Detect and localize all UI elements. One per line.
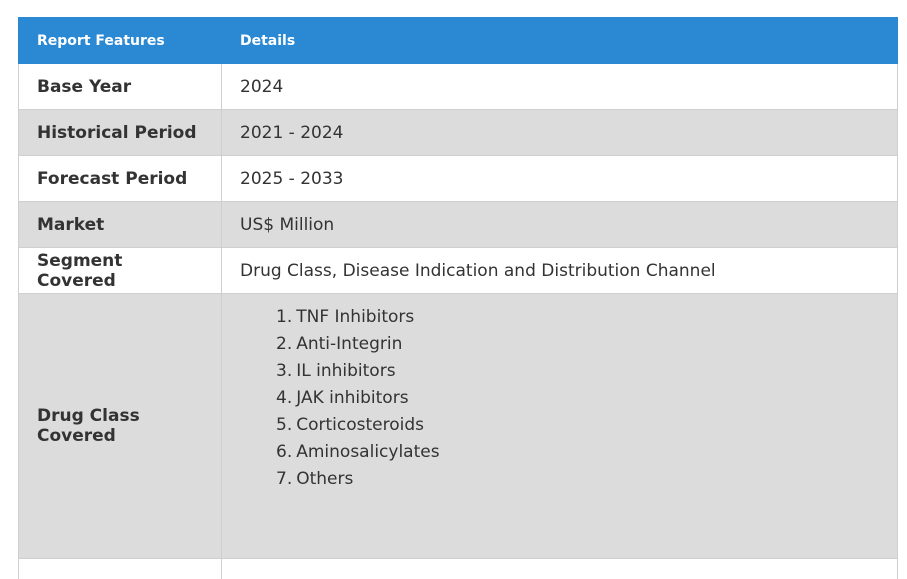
row-feature-label: Base Year [19,64,222,110]
list-item: 7.Others [276,466,879,493]
row-details-value: 2021 - 2024 [222,110,898,156]
header-details: Details [222,18,898,64]
row-details-value: 2025 - 2033 [222,156,898,202]
table-row: Drug Class Covered 1.TNF Inhibitors 2.An… [19,294,898,559]
report-features-table: Report Features Details Base Year 2024 H… [18,17,898,579]
table-row: Forecast Period 2025 - 2033 [19,156,898,202]
row-feature-label: Segment Covered [19,248,222,294]
report-table-container: Report Features Details Base Year 2024 H… [18,17,897,579]
list-item: 3.IL inhibitors [276,358,879,385]
list-item: 6.Aminosalicylates [276,439,879,466]
table-row-partial [19,559,898,579]
row-details-value: 2024 [222,64,898,110]
drug-class-list: 1.TNF Inhibitors 2.Anti-Integrin 3.IL in… [240,304,879,493]
row-feature-label: Historical Period [19,110,222,156]
table-row: Historical Period 2021 - 2024 [19,110,898,156]
list-item: 2.Anti-Integrin [276,331,879,358]
list-item: 5.Corticosteroids [276,412,879,439]
row-feature-label [19,559,222,579]
row-details-value [222,559,898,579]
table-header-row: Report Features Details [19,18,898,64]
row-feature-label: Market [19,202,222,248]
row-feature-label: Forecast Period [19,156,222,202]
table-row: Segment Covered Drug Class, Disease Indi… [19,248,898,294]
row-details-value: US$ Million [222,202,898,248]
row-feature-label: Drug Class Covered [19,294,222,559]
table-row: Base Year 2024 [19,64,898,110]
list-item: 1.TNF Inhibitors [276,304,879,331]
list-item: 4.JAK inhibitors [276,385,879,412]
table-row: Market US$ Million [19,202,898,248]
drug-class-list-cell: 1.TNF Inhibitors 2.Anti-Integrin 3.IL in… [222,294,898,559]
row-details-value: Drug Class, Disease Indication and Distr… [222,248,898,294]
header-report-features: Report Features [19,18,222,64]
